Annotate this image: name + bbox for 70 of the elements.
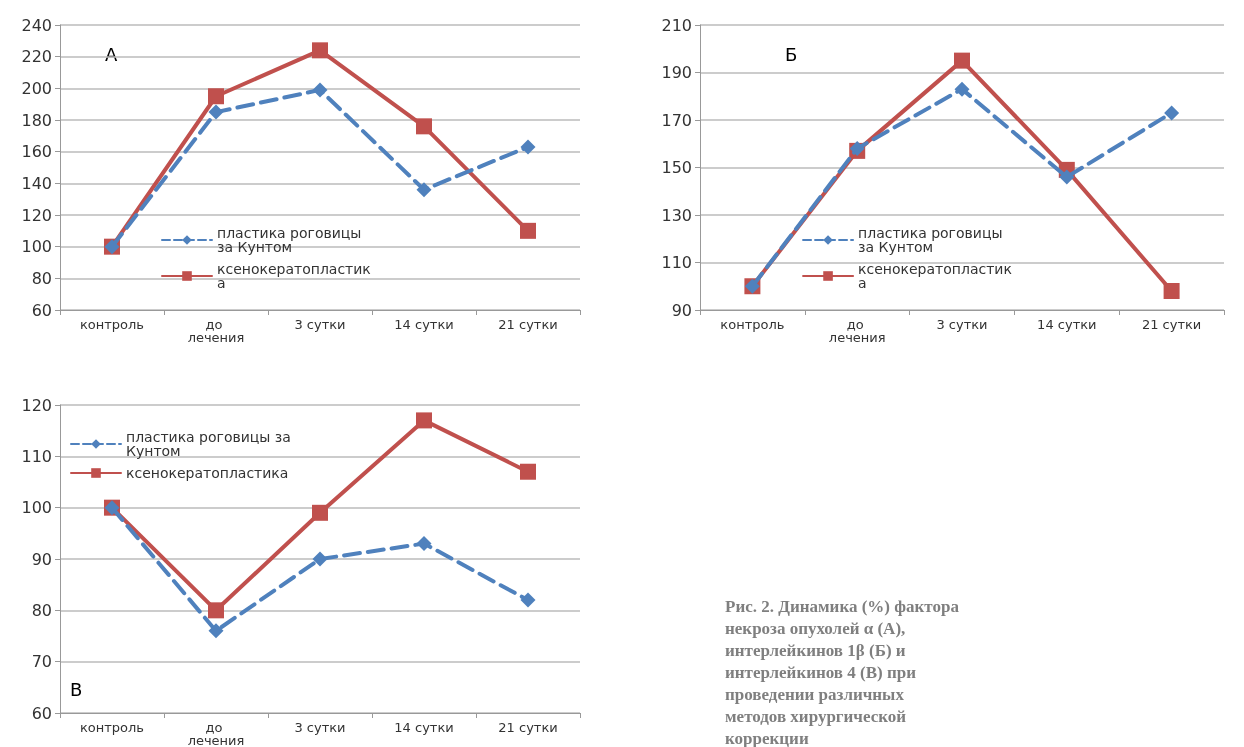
point [312,42,328,59]
point [520,463,536,480]
annotation: Б [785,43,798,65]
x-tick-label: 14 сутки [1037,317,1097,332]
x-tick-label: 21 сутки [498,317,558,332]
y-tick-label: 240 [21,15,52,35]
point [1164,105,1180,121]
point [208,88,224,105]
y-tick-label: 110 [661,253,692,272]
y-tick-label: 220 [21,47,52,67]
legend-label: ксенокератопластика [217,261,371,291]
annotation: В [70,678,83,700]
y-tick-label: 140 [21,173,52,193]
point [416,182,432,198]
y-tick-label: 100 [21,237,52,257]
point [312,551,328,567]
annotation: А [105,43,118,65]
point [1059,169,1075,185]
y-tick-label: 120 [21,205,52,225]
x-tick-label: 3 сутки [936,317,988,332]
x-tick-label: до лечения [828,317,886,345]
x-tick-label: контроль [720,317,785,332]
x-tick-label: 21 сутки [498,720,558,735]
point [1163,283,1180,299]
legend-label: пластика роговицы за Кунтом [126,429,296,459]
y-tick-label: 90 [31,549,52,569]
point [416,536,432,552]
point [954,52,970,69]
point [520,139,536,155]
y-tick-label: 100 [21,498,52,518]
legend-label: пластика роговицы за Кунтом [217,225,366,255]
x-tick-label: 14 сутки [394,317,454,332]
y-tick-label: 180 [21,110,52,130]
x-tick-label: контроль [79,720,145,735]
text: Рис. 2. Динамика (%) фактора некроза опухолей α (А), интерлейкинов 1β (Б) и интерлейкинов 4 (В) при проведении различных методов хирургической коррекции [725,596,964,747]
y-tick-label: 110 [21,446,52,466]
y-tick-label: 80 [31,268,52,288]
x-tick-label: до лечения [187,720,245,747]
point [312,504,328,521]
y-tick-label: 190 [661,63,692,82]
y-tick-label: 170 [661,110,692,130]
x-tick-label: 21 сутки [1141,317,1202,332]
y-tick-label: 90 [671,300,692,320]
legend-label: ксенокератопластика [126,465,289,481]
point [208,602,224,619]
x-tick-label: контроль [79,317,145,332]
point [954,81,970,97]
point [416,118,432,135]
y-tick-label: 60 [31,300,52,320]
y-tick-label: 210 [661,15,692,35]
point [520,222,536,239]
y-tick-label: 130 [661,205,692,225]
y-tick-label: 80 [31,600,52,620]
legend-label: пластика роговицы за Кунтом [858,225,1007,255]
x-tick-label: 3 сутки [294,317,346,332]
x-tick-label: 3 сутки [294,720,346,735]
point [208,104,224,120]
x-tick-label: 14 сутки [394,720,454,735]
point [416,412,432,429]
point [312,82,328,98]
y-tick-label: 150 [661,158,692,177]
y-tick-label: 70 [31,652,52,672]
x-tick-label: до лечения [187,317,245,345]
y-tick-label: 160 [21,142,52,162]
point [208,623,224,639]
y-tick-label: 200 [21,78,52,98]
y-tick-label: 60 [31,703,52,723]
y-tick-label: 120 [21,395,52,415]
point [520,592,536,608]
legend-label: ксенокератопластика [858,261,1012,291]
